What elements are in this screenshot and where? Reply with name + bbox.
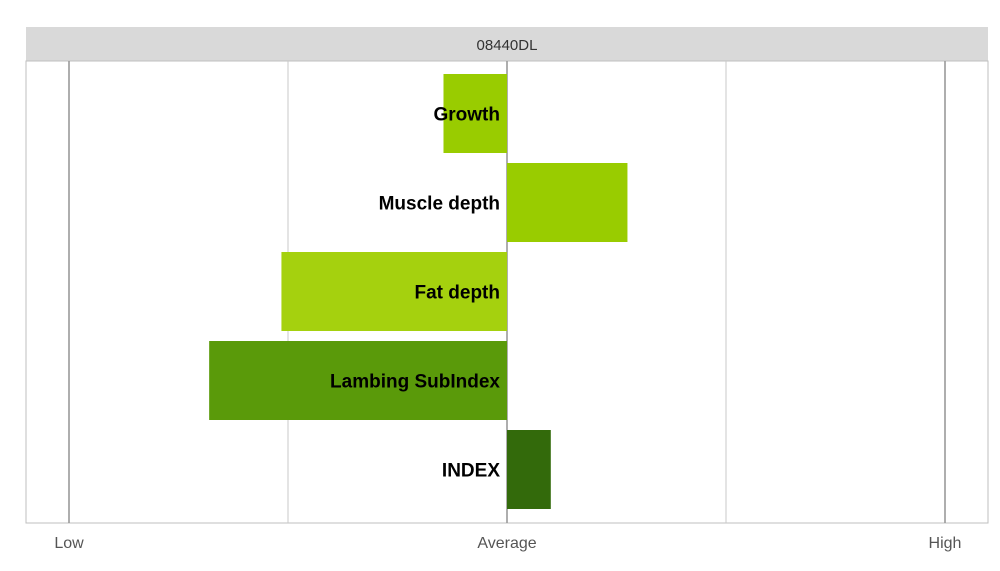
x-tick-label: Low xyxy=(54,535,84,552)
bar xyxy=(507,163,628,242)
bar xyxy=(443,74,507,153)
x-tick-labels: Low Average High xyxy=(54,535,961,552)
x-tick-label: High xyxy=(929,535,962,552)
bar-labels: Growth Muscle depth Fat depth Lambing SubIn… xyxy=(330,105,500,482)
chart-title: 08440DL xyxy=(477,37,538,54)
bar-label: Growth xyxy=(434,105,501,126)
bar-label: Muscle depth xyxy=(379,194,500,215)
bars xyxy=(209,74,628,509)
x-tick-label: Average xyxy=(477,535,536,552)
bar-label: Fat depth xyxy=(415,283,501,304)
bar xyxy=(281,252,507,331)
bar-label: Lambing SubIndex xyxy=(330,372,500,393)
bar xyxy=(209,341,507,420)
bar xyxy=(507,430,551,509)
chart-title-band xyxy=(26,27,988,61)
bar-label: INDEX xyxy=(442,461,500,482)
